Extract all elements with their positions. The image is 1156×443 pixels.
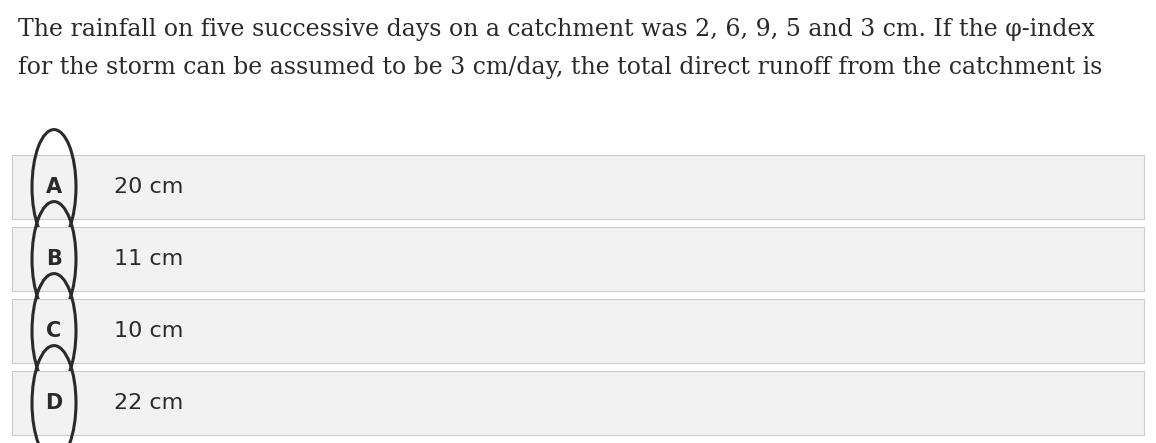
Bar [12,227,1144,291]
Text: 20 cm: 20 cm [114,177,184,197]
Text: C: C [46,321,61,341]
Bar [12,299,1144,363]
Text: 11 cm: 11 cm [114,249,184,269]
Bar [12,155,1144,219]
Text: B: B [46,249,62,269]
Text: A: A [46,177,62,197]
Text: 10 cm: 10 cm [114,321,184,341]
Bar [12,371,1144,435]
Text: 22 cm: 22 cm [114,393,184,413]
Text: for the storm can be assumed to be 3 cm/day, the total direct runoff from the ca: for the storm can be assumed to be 3 cm/… [18,56,1103,79]
Text: The rainfall on five successive days on a catchment was 2, 6, 9, 5 and 3 cm. If : The rainfall on five successive days on … [18,18,1095,41]
Text: D: D [45,393,62,413]
